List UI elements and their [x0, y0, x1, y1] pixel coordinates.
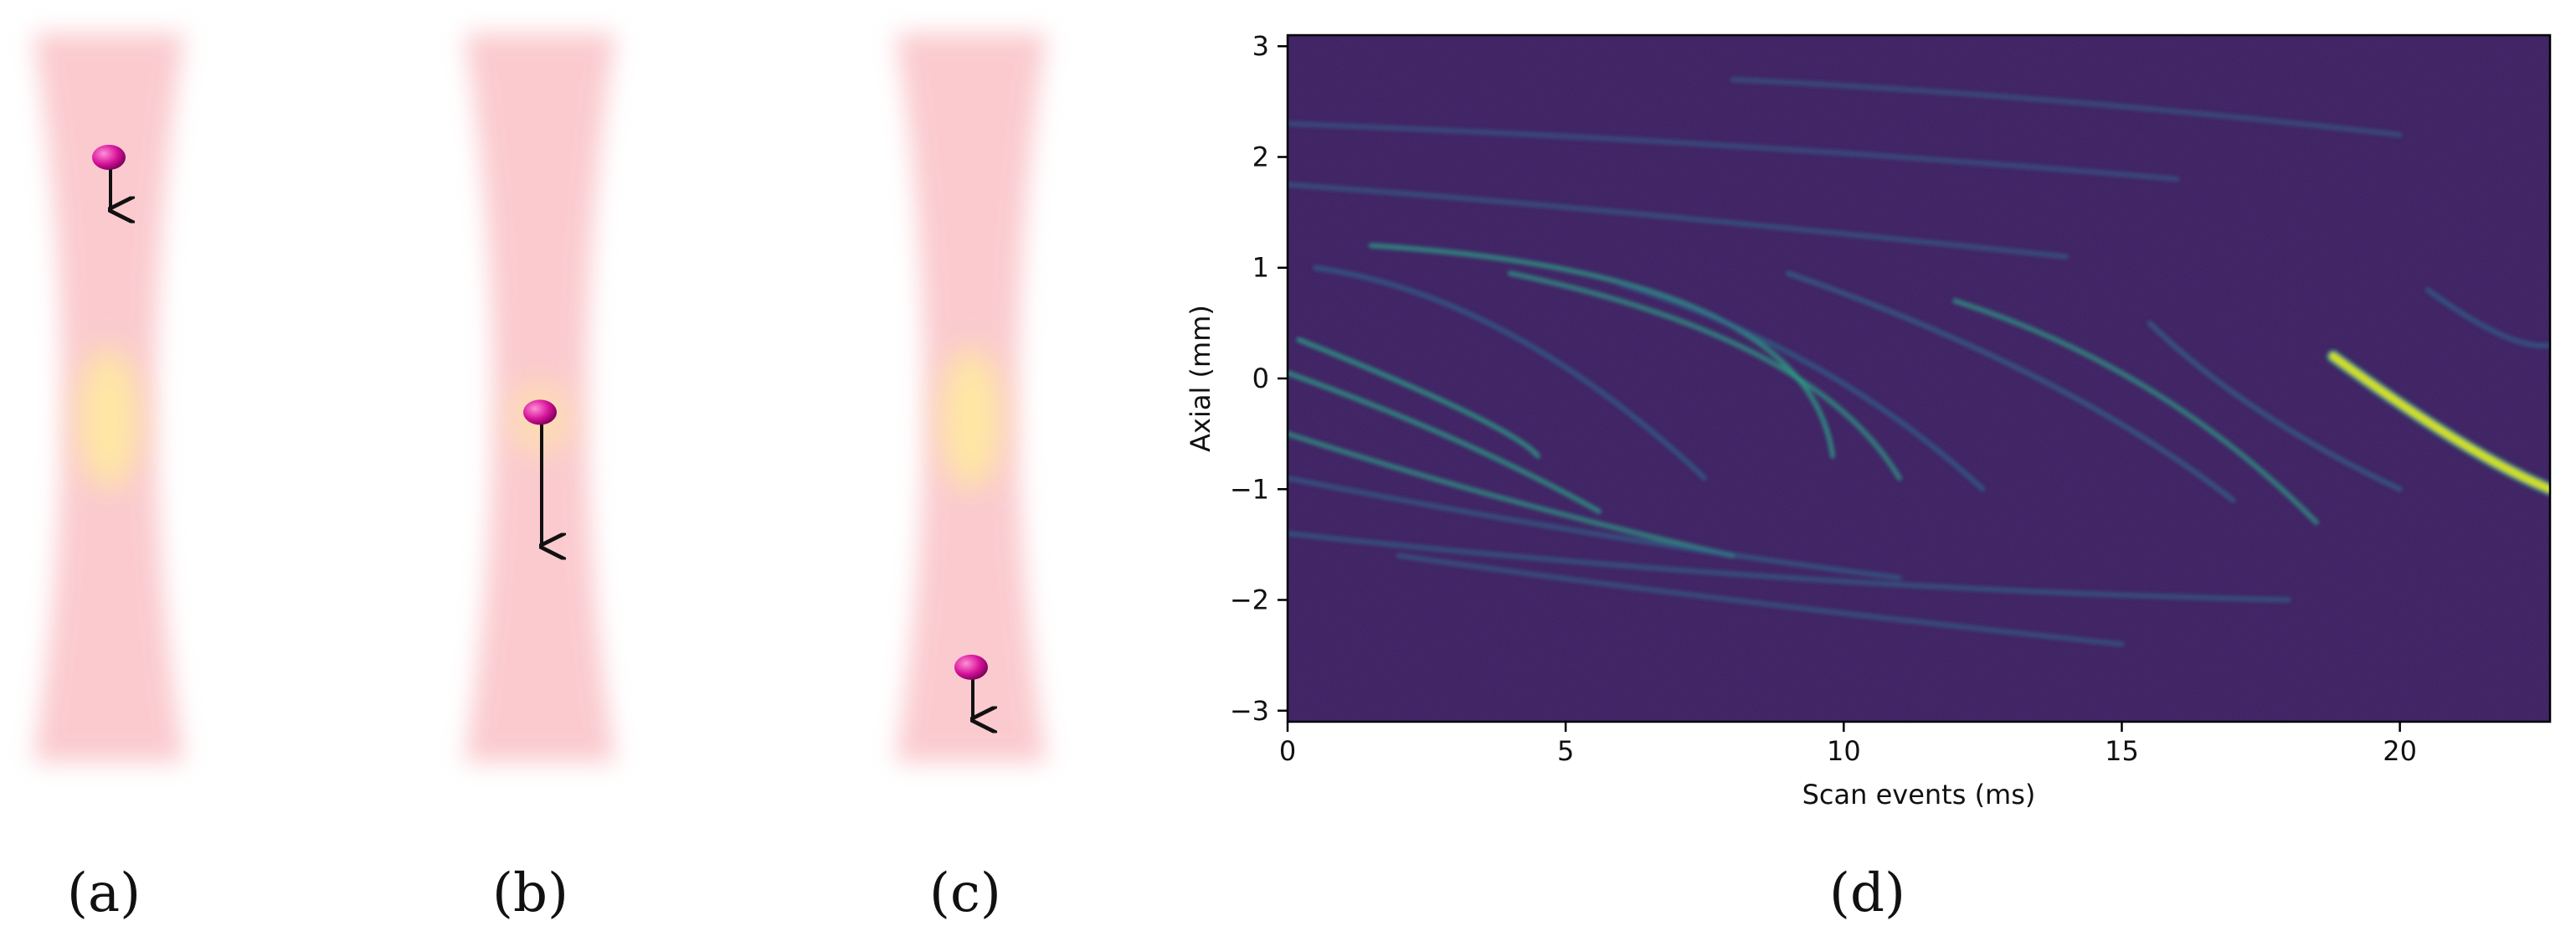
- particle-streak: [1288, 182, 2070, 260]
- x-tick-label: 5: [1557, 735, 1574, 767]
- trapped-particle: [954, 654, 988, 680]
- particle-streak: [1952, 298, 2319, 525]
- panel-label-a: (a): [67, 862, 141, 924]
- panel-label-d: (d): [1829, 862, 1905, 924]
- heatmap-chart: 0 5 10 15 20 −3 −2 −1 0 1 2 3 Scan events (ms) Axi…: [1185, 30, 2552, 810]
- particle-streak: [1396, 553, 2125, 647]
- y-tick-label: 0: [1252, 363, 1269, 394]
- particle-streak: [1313, 265, 1708, 481]
- y-tick-label: −3: [1230, 695, 1269, 727]
- x-tick-label: 20: [2383, 735, 2417, 767]
- x-tick-label: 10: [1827, 735, 1861, 767]
- y-axis-label: Axial (mm): [1185, 305, 1216, 452]
- trapped-particle: [92, 144, 126, 170]
- particle-streak: [1288, 476, 1902, 581]
- x-axis-ticks: 0 5 10 15 20: [1279, 722, 2417, 767]
- x-tick-label: 15: [2105, 735, 2139, 767]
- y-tick-label: 3: [1252, 30, 1269, 62]
- beam-panel-a: [33, 33, 184, 762]
- y-axis-ticks: −3 −2 −1 0 1 2 3: [1230, 30, 1288, 727]
- beam-panel-c: [896, 33, 1046, 762]
- trapped-particle: [523, 399, 557, 425]
- panel-label-c: (c): [929, 862, 1001, 924]
- beam-focus-glow: [941, 347, 1001, 490]
- x-axis-label: Scan events (ms): [1802, 779, 2036, 810]
- beam-panels: [33, 33, 1046, 762]
- beam-panel-b: [465, 33, 615, 762]
- beam-focus-glow: [79, 347, 139, 490]
- y-tick-label: −1: [1230, 473, 1269, 505]
- particle-streak: [1288, 121, 2180, 182]
- particle-streak: [1507, 270, 1902, 481]
- particle-streak: [1730, 76, 2403, 138]
- heatmap-noise: [1288, 35, 2550, 722]
- particle-streak: [1288, 431, 1735, 558]
- particle-streak: [2147, 320, 2403, 492]
- panel-label-b: (b): [492, 862, 568, 924]
- y-tick-label: −2: [1230, 584, 1269, 616]
- heatmap-streaks: [1288, 76, 2550, 647]
- y-tick-label: 1: [1252, 252, 1269, 284]
- particle-streak: [1785, 270, 2236, 503]
- x-tick-label: 0: [1279, 735, 1296, 767]
- particle-streak: [2329, 352, 2550, 493]
- particle-streak: [1288, 531, 2291, 603]
- particle-streak: [2424, 287, 2550, 348]
- y-tick-label: 2: [1252, 141, 1269, 172]
- particle-streak: [1288, 370, 1602, 514]
- particle-streak: [1296, 337, 1540, 459]
- particle-streak: [1618, 281, 1986, 492]
